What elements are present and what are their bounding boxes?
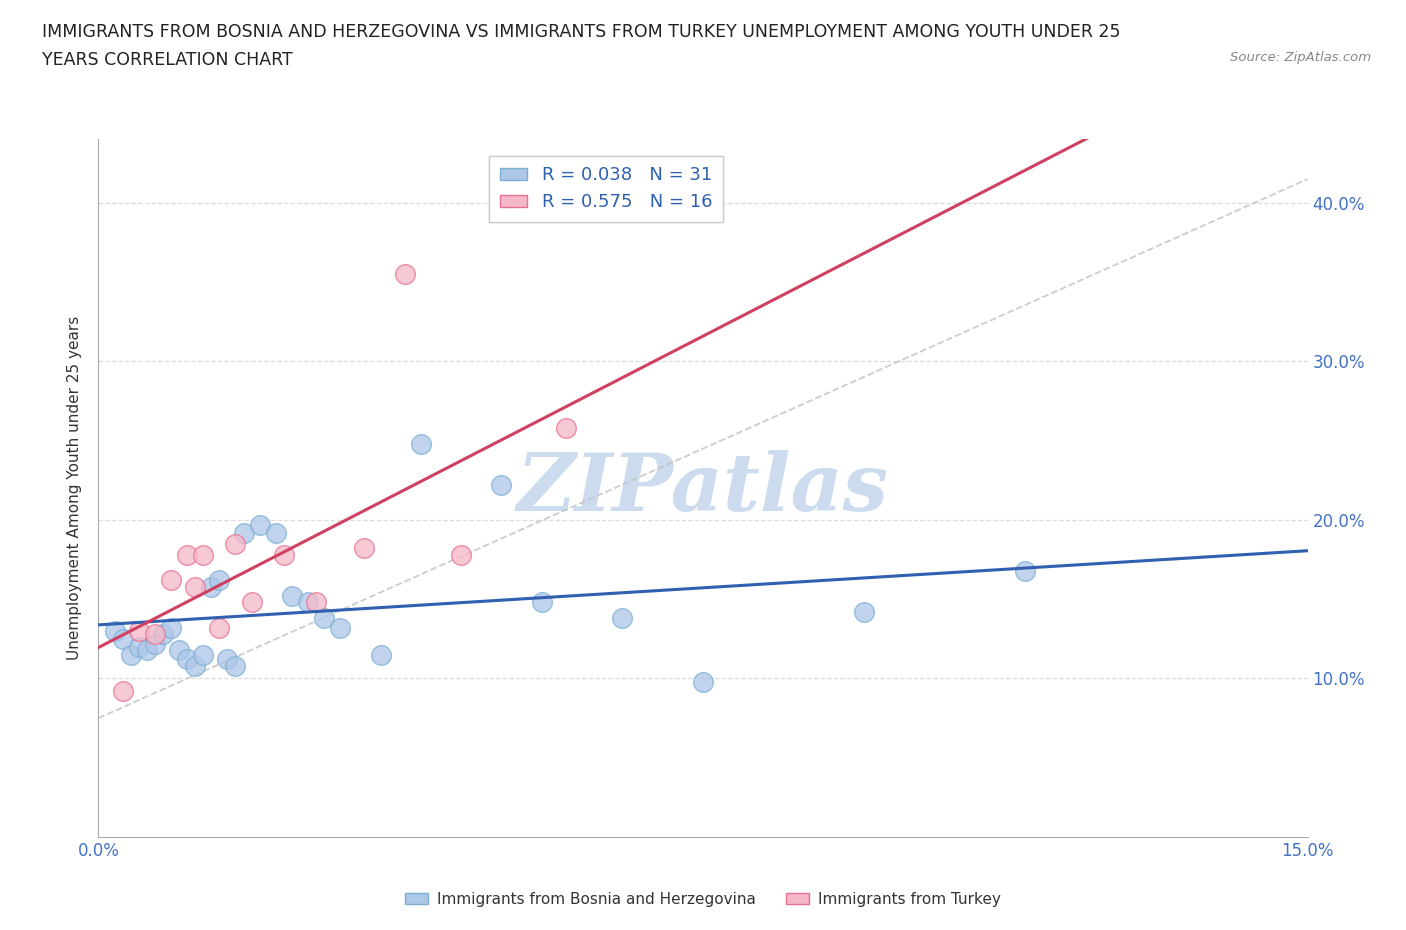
Point (143, 636, 166, 651)
Point (409, 436, 432, 451)
Legend: Immigrants from Bosnia and Herzegovina, Immigrants from Turkey: Immigrants from Bosnia and Herzegovina, … (399, 886, 1007, 913)
Point (176, 652, 198, 667)
Point (555, 420, 578, 435)
Point (264, 525, 287, 540)
Point (135, 643, 157, 658)
Point (160, 620, 183, 635)
Point (111, 684, 134, 698)
Point (103, 623, 125, 638)
Text: IMMIGRANTS FROM BOSNIA AND HERZEGOVINA VS IMMIGRANTS FROM TURKEY UNEMPLOYMENT AM: IMMIGRANTS FROM BOSNIA AND HERZEGOVINA V… (42, 23, 1121, 41)
Point (370, 647, 392, 662)
Point (450, 548, 472, 563)
Point (314, 611, 336, 626)
Point (329, 620, 352, 635)
Point (224, 537, 246, 551)
Point (160, 573, 183, 588)
Point (612, 611, 634, 626)
Point (111, 631, 134, 646)
Point (200, 579, 222, 594)
Point (217, 652, 239, 667)
Point (120, 647, 142, 662)
Point (353, 541, 375, 556)
Point (128, 623, 150, 638)
Point (1014, 564, 1036, 578)
Point (305, 595, 328, 610)
Point (249, 517, 271, 532)
Point (176, 548, 198, 563)
Point (232, 525, 254, 540)
Point (491, 478, 513, 493)
Point (240, 595, 263, 610)
Point (530, 595, 553, 610)
Point (208, 573, 231, 588)
Legend: R = 0.038   N = 31, R = 0.575   N = 16: R = 0.038 N = 31, R = 0.575 N = 16 (489, 155, 723, 222)
Point (394, 267, 416, 282)
Point (152, 627, 174, 642)
Point (193, 647, 215, 662)
Point (143, 627, 166, 642)
Y-axis label: Unemployment Among Youth under 25 years: Unemployment Among Youth under 25 years (67, 316, 83, 660)
Point (297, 595, 319, 610)
Text: Source: ZipAtlas.com: Source: ZipAtlas.com (1230, 51, 1371, 64)
Point (853, 604, 876, 619)
Point (208, 620, 231, 635)
Point (167, 643, 190, 658)
Point (692, 674, 714, 689)
Point (273, 548, 295, 563)
Point (281, 589, 304, 604)
Point (184, 579, 207, 594)
Point (184, 658, 207, 673)
Point (193, 548, 215, 563)
Point (128, 639, 150, 654)
Text: YEARS CORRELATION CHART: YEARS CORRELATION CHART (42, 51, 292, 69)
Point (224, 658, 246, 673)
Text: ZIPatlas: ZIPatlas (517, 449, 889, 527)
